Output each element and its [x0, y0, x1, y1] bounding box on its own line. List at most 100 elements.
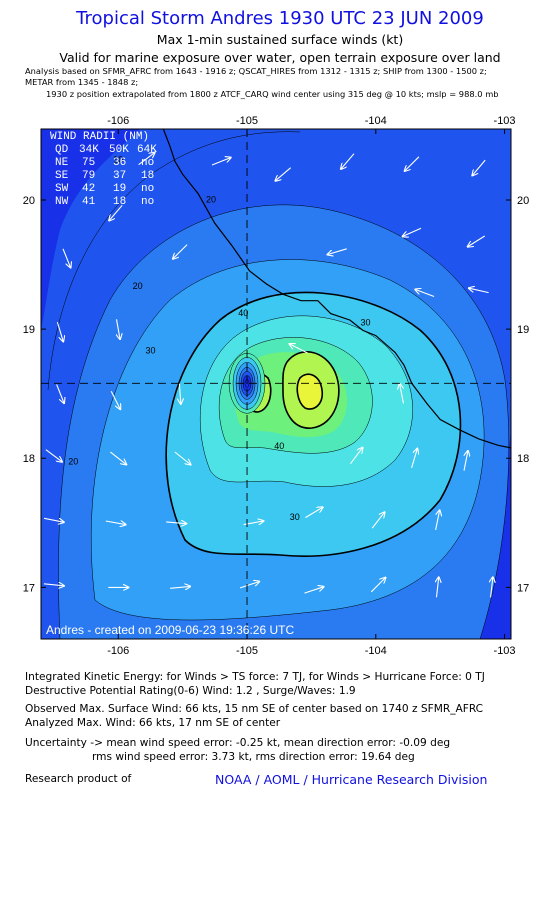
contour-line-10kt [47, 131, 301, 391]
wind-radii-header-qd: QD [55, 144, 69, 156]
position-note: 1930 z position extrapolated from 1800 z… [46, 89, 499, 99]
contour-label: 30 [290, 512, 300, 522]
wind-radii-sw-34k: 42 [82, 183, 95, 195]
wind-radii-nw-34k: 41 [82, 196, 96, 208]
wind-vector-arrow [174, 451, 191, 465]
wind-vector-arrow [43, 517, 64, 522]
wind-radii-title: WIND RADII (NM) [50, 131, 149, 143]
y-tick-label-right: 17 [517, 582, 529, 594]
wind-vector-arrow [56, 384, 64, 403]
wind-vector-arrow [179, 383, 180, 404]
x-tick-label-top: -105 [236, 115, 258, 127]
wind-vector-arrow [56, 321, 63, 341]
wind-radii-nw-50k: 18 [113, 196, 126, 208]
wind-radii-sw-64k: no [141, 183, 154, 195]
x-tick-label-bottom: -105 [236, 645, 258, 657]
contour-line-20kt [58, 204, 510, 639]
wind-vector-arrow [62, 248, 71, 268]
wind-vector-arrow [45, 449, 62, 462]
wind-vector-arrow [276, 167, 292, 181]
wind-vector-arrow [400, 384, 405, 404]
wind-radii-sw-50k: 19 [113, 183, 126, 195]
wind-vector-arrow [105, 521, 126, 525]
wind-radii-ne-50k: 36 [113, 157, 126, 169]
plot-area: 10 20 30 40 20 20 30 40 30 [41, 129, 511, 639]
y-tick-label-right: 18 [517, 453, 529, 465]
contour-label: 20 [68, 457, 78, 467]
axis-ticks: -106 -106 -105 -105 -104 -104 -103 -103 17 17 18 18… [23, 115, 530, 657]
plot-frame [40, 128, 512, 640]
wind-vector-arrow [109, 204, 123, 220]
wind-radii-ne-64k: no [141, 157, 154, 169]
wind-vector-arrow [435, 510, 440, 531]
y-tick-label-left: 20 [23, 195, 35, 207]
validity-note: Valid for marine exposure over water, op… [59, 50, 501, 65]
x-tick-label-bottom: -103 [494, 645, 516, 657]
wind-radii-se-50k: 37 [113, 170, 126, 182]
wind-vector-arrow [43, 584, 64, 586]
wind-vector-arrow [173, 244, 188, 259]
wind-radii-nw-quadrant: NW [55, 196, 69, 208]
wind-vector-arrow [472, 159, 486, 175]
contour-label: 30 [360, 317, 370, 327]
wind-vector-arrow [138, 153, 155, 166]
wind-vector-arrow [304, 587, 324, 594]
contour-label: 20 [206, 195, 216, 205]
contour-line-50kt-east [282, 351, 340, 429]
y-tick-label-left: 19 [23, 324, 35, 336]
research-label: Research product of [25, 773, 132, 785]
wind-vector-arrow [469, 288, 489, 294]
y-tick-label-right: 20 [517, 195, 529, 207]
analysis-sources-metar: METAR from 1345 - 1848 z; [25, 77, 139, 87]
wind-radii-nw-64k: no [141, 196, 154, 208]
wind-vector-arrow [305, 507, 322, 519]
analyzed-max-wind: Analyzed Max. Wind: 66 kts, 17 nm SE of … [25, 717, 281, 729]
wind-radii-header-64k: 64K [137, 144, 157, 156]
contour-label: 40 [238, 308, 248, 318]
wind-vector-arrow [110, 451, 126, 464]
contour-line-34kt [165, 291, 462, 557]
uncertainty-mean: Uncertainty -> mean wind speed error: -0… [25, 737, 451, 749]
wind-radii-sw-quadrant: SW [55, 183, 69, 195]
coastline [162, 129, 511, 449]
x-tick-label-bottom: -104 [365, 645, 387, 657]
contour-label: 20 [133, 281, 143, 291]
wind-vector-arrow [371, 512, 384, 529]
wind-radii-header-34k: 34K [79, 144, 99, 156]
chart-title: Tropical Storm Andres 1930 UTC 23 JUN 20… [76, 8, 484, 29]
wind-vector-arrow [239, 582, 259, 589]
research-org-link[interactable]: NOAA / AOML / Hurricane Research Divisio… [215, 772, 488, 787]
contour-label: 10 [113, 155, 123, 165]
wind-radii-ne-34k: 75 [82, 157, 95, 169]
ike-summary: Integrated Kinetic Energy: for Winds > T… [25, 671, 485, 683]
observed-max-wind: Observed Max. Surface Wind: 66 kts, 15 n… [25, 703, 484, 715]
wind-vector-arrow [415, 290, 435, 298]
map-credit: Andres - created on 2009-06-23 19:36:26 … [46, 623, 294, 637]
wind-vector-arrow [411, 449, 418, 468]
uncertainty-rms: rms wind speed error: 3.73 kt, rms direc… [92, 751, 415, 763]
wind-vector-arrow [463, 451, 468, 471]
wind-vector-arrow [405, 156, 420, 171]
analysis-sources: Analysis based on SFMR_AFRC from 1643 - … [25, 66, 487, 76]
contour-line-64kt [296, 373, 324, 410]
wind-vector-arrow [370, 578, 385, 593]
contour-label: 40 [274, 441, 284, 451]
wind-vector-arrow [403, 227, 422, 236]
wind-radii-ne-quadrant: NE [55, 157, 69, 169]
contour-fill-5kt [41, 129, 140, 330]
chart-subtitle: Max 1-min sustained surface winds (kt) [156, 32, 404, 47]
destructive-potential: Destructive Potential Rating(0-6) Wind: … [25, 685, 356, 697]
wind-radii-header-50k: 50K [109, 144, 129, 156]
wind-vector-arrow [110, 390, 120, 409]
wind-vector-arrow [491, 577, 493, 598]
wind-vector-arrow [468, 235, 485, 247]
wind-vector-arrow [328, 248, 347, 255]
wind-radii-se-64k: 18 [141, 170, 154, 182]
x-tick-label-top: -106 [107, 115, 129, 127]
wind-vectors [43, 153, 493, 598]
wind-vector-arrow [290, 344, 308, 354]
wind-vector-arrow [437, 577, 439, 598]
contour-label: 30 [145, 346, 155, 356]
y-tick-label-left: 17 [23, 582, 35, 594]
